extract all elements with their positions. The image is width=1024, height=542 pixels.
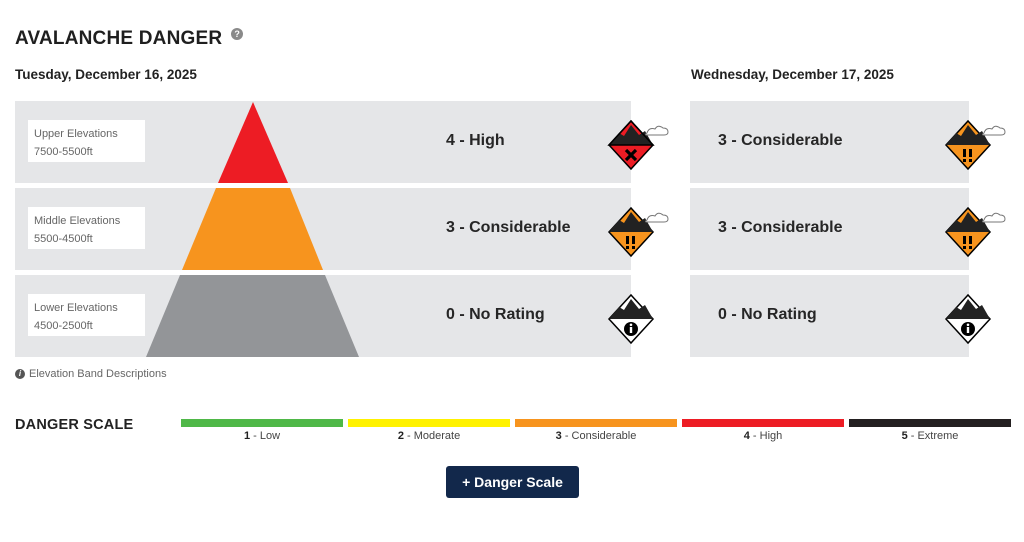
- elevation-link-text: Elevation Band Descriptions: [29, 368, 167, 380]
- danger-scale-button[interactable]: + Danger Scale: [446, 466, 579, 498]
- scale-level-3: 3 - Considerable: [515, 419, 677, 442]
- danger-scale-title: DANGER SCALE: [15, 417, 134, 433]
- danger-rating: 4 - High: [446, 132, 505, 149]
- day1-band-upper: Upper Elevations 7500-5500ft 4 - High: [15, 101, 669, 183]
- day2-date: Wednesday, December 17, 2025: [691, 67, 894, 82]
- scale-num: 5: [901, 430, 908, 442]
- scale-num: 2: [397, 430, 404, 442]
- danger-rating: 3 - Considerable: [718, 132, 843, 149]
- scale-bar-moderate: [348, 419, 510, 427]
- elevation-name: Upper Elevations: [34, 128, 118, 140]
- day2-band-lower: 0 - No Rating: [690, 275, 992, 357]
- scale-label: - Extreme: [907, 430, 959, 442]
- scale-level-1: 1 - Low: [181, 419, 343, 442]
- elevation-range: 5500-4500ft: [34, 233, 93, 245]
- scale-bar-high: [682, 419, 844, 427]
- info-icon: i: [15, 369, 25, 379]
- danger-level-3-icon: [944, 206, 1006, 258]
- title-text: AVALANCHE DANGER: [15, 28, 223, 49]
- page-title: AVALANCHE DANGER ?: [15, 28, 244, 50]
- scale-level-5: 5 - Extreme: [849, 419, 1011, 442]
- scale-level-2: 2 - Moderate: [348, 419, 510, 442]
- scale-label: - Considerable: [561, 430, 637, 442]
- elevation-range: 7500-5500ft: [34, 146, 93, 158]
- no-rating-icon: [944, 293, 992, 345]
- day2-band-middle: 3 - Considerable: [690, 188, 1006, 270]
- scale-label: - Low: [250, 430, 281, 442]
- day1-date: Tuesday, December 16, 2025: [15, 67, 197, 82]
- danger-level-4-icon: [607, 119, 669, 171]
- scale-bar-extreme: [849, 419, 1011, 427]
- elevation-label-lower: Lower Elevations 4500-2500ft: [28, 294, 145, 336]
- elevation-range: 4500-2500ft: [34, 320, 93, 332]
- scale-bar-considerable: [515, 419, 677, 427]
- danger-rating: 0 - No Rating: [718, 306, 817, 323]
- danger-level-3-icon: [944, 119, 1006, 171]
- danger-level-3-icon: [607, 206, 669, 258]
- elevation-label-middle: Middle Elevations 5500-4500ft: [28, 207, 145, 249]
- scale-num: 4: [743, 430, 750, 442]
- danger-rating: 3 - Considerable: [446, 219, 571, 236]
- day1-band-middle: Middle Elevations 5500-4500ft 3 - Consid…: [15, 188, 669, 270]
- elevation-band-descriptions-link[interactable]: i Elevation Band Descriptions: [15, 368, 167, 380]
- scale-label: - High: [749, 430, 783, 442]
- elevation-name: Lower Elevations: [34, 302, 118, 314]
- scale-bar-low: [181, 419, 343, 427]
- elevation-name: Middle Elevations: [34, 215, 121, 227]
- scale-num: 3: [555, 430, 562, 442]
- elevation-label-upper: Upper Elevations 7500-5500ft: [28, 120, 145, 162]
- scale-label: - Moderate: [403, 430, 461, 442]
- day2-band-upper: 3 - Considerable: [690, 101, 1006, 183]
- day1-band-lower: Lower Elevations 4500-2500ft 0 - No Rati…: [15, 275, 655, 357]
- no-rating-icon: [607, 293, 655, 345]
- danger-rating: 3 - Considerable: [718, 219, 843, 236]
- danger-rating: 0 - No Rating: [446, 306, 545, 323]
- scale-num: 1: [243, 430, 251, 442]
- help-icon[interactable]: ?: [231, 28, 244, 40]
- scale-level-4: 4 - High: [682, 419, 844, 442]
